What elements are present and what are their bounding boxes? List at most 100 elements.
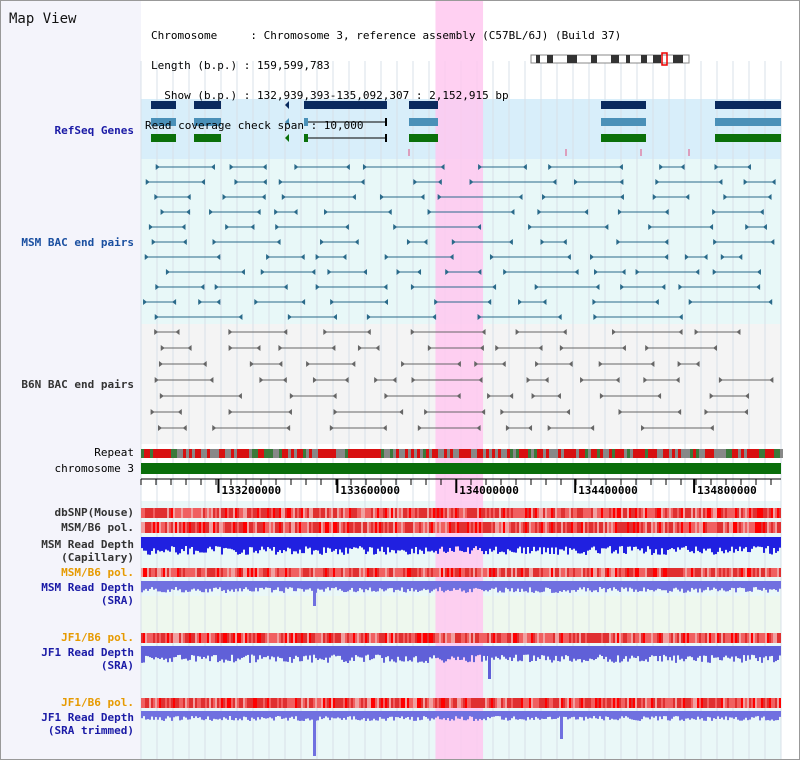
- msm-pol2-cell: [471, 568, 473, 577]
- msm-pol-cell: [695, 522, 697, 533]
- jf1-trim-depth-bar: [709, 711, 711, 718]
- dbsnp-cell: [647, 508, 649, 518]
- jf1-trim-depth-bar: [227, 711, 229, 720]
- jf1-sra-depth-bar: [483, 646, 485, 656]
- msm-bac-pair-end: [209, 209, 214, 215]
- jf1-pol-cell: [217, 633, 219, 643]
- repeat-block: [774, 449, 777, 458]
- jf1-trim-depth-bar: [317, 711, 319, 721]
- jf1-trim-depth-bar: [385, 711, 387, 721]
- jf1-trim-depth-bar: [661, 711, 663, 720]
- jf1-sra-depth-bar: [745, 646, 747, 661]
- msm-pol-cell: [459, 522, 461, 533]
- b6n-bac-pair-end: [538, 345, 543, 351]
- jf1-sra-depth-bar: [413, 646, 415, 658]
- msm-pol2-cell: [709, 568, 711, 577]
- msm-pol-cell: [333, 522, 335, 533]
- repeat-block: [393, 449, 396, 458]
- jf1-pol-cell: [313, 633, 315, 643]
- jf1-trim-depth-bar: [151, 711, 153, 717]
- msm-bac-pair-end: [154, 194, 159, 200]
- jf1-trim-depth-bar: [659, 711, 661, 717]
- jf1-trim-depth-bar: [591, 711, 593, 719]
- msm-pol-cell: [541, 522, 543, 533]
- jf1-pol-cell: [481, 633, 483, 643]
- msm-sra-depth-bar: [403, 581, 405, 592]
- msm-sra-depth-bar: [727, 581, 729, 592]
- jf1-trim-depth-bar: [575, 711, 577, 720]
- dbsnp-cell: [355, 508, 357, 518]
- msm-cap-depth-bar: [527, 537, 529, 548]
- msm-sra-depth-bar: [203, 581, 205, 593]
- msm-pol-cell: [453, 522, 455, 533]
- jf1-trim-depth-bar: [617, 711, 619, 721]
- jf1-pol-cell: [271, 633, 273, 643]
- dbsnp-cell: [661, 508, 663, 518]
- track-label-msm-bac[interactable]: MSM BAC end pairs: [21, 236, 134, 249]
- msm-cap-depth-bar: [363, 537, 365, 550]
- repeat-block: [666, 449, 669, 458]
- msm-pol2-cell: [673, 568, 675, 577]
- msm-pol2-cell: [685, 568, 687, 577]
- dbsnp-cell: [369, 508, 371, 518]
- dbsnp-cell: [431, 508, 433, 518]
- msm-pol2-cell: [621, 568, 623, 577]
- jf1-pol2-cell: [513, 698, 515, 708]
- msm-cap-depth-bar: [667, 537, 669, 550]
- jf1-sra-depth-bar: [613, 646, 615, 663]
- msm-bac-pair-end: [324, 209, 329, 215]
- repeat-block: [291, 449, 294, 458]
- jf1-sra-depth-bar: [281, 646, 283, 659]
- track-label-jf1-depth-sra: JF1 Read Depth (SRA): [41, 646, 134, 672]
- msm-sra-depth-bar: [155, 581, 157, 589]
- msm-bac-pair-end: [384, 254, 389, 260]
- b6n-bac-pair-end: [357, 345, 362, 351]
- repeat-block: [372, 449, 375, 458]
- msm-cap-depth-bar: [619, 537, 621, 547]
- dbsnp-cell: [671, 508, 673, 518]
- jf1-trim-depth-bar: [569, 711, 571, 719]
- msm-bac-pair-end: [714, 164, 719, 170]
- b6n-bac-pair-end: [709, 393, 714, 399]
- jf1-pol-cell: [233, 633, 235, 643]
- msm-bac-pair-end: [300, 254, 305, 260]
- dbsnp-cell: [279, 508, 281, 518]
- track-label-b6n-bac[interactable]: B6N BAC end pairs: [21, 378, 134, 391]
- msm-sra-depth-bar: [287, 581, 289, 589]
- repeat-block: [633, 449, 636, 458]
- jf1-sra-depth-bar: [433, 646, 435, 656]
- b6n-bac-pair-end: [154, 377, 159, 383]
- jf1-pol-cell: [223, 633, 225, 643]
- jf1-pol-cell: [657, 633, 659, 643]
- msm-cap-depth-bar: [163, 537, 165, 553]
- dbsnp-cell: [611, 508, 613, 518]
- msm-pol2-cell: [163, 568, 165, 577]
- dbsnp-cell: [297, 508, 299, 518]
- msm-sra-depth-bar: [671, 581, 673, 592]
- jf1-pol2-cell: [573, 698, 575, 708]
- msm-sra-depth-bar: [333, 581, 335, 589]
- msm-sra-depth-bar: [619, 581, 621, 592]
- msm-pol2-cell: [323, 568, 325, 577]
- repeat-block: [522, 449, 525, 458]
- dbsnp-cell: [409, 508, 411, 518]
- msm-pol2-cell: [523, 568, 525, 577]
- jf1-pol2-cell: [607, 698, 609, 708]
- msm-cap-depth-bar: [303, 537, 305, 554]
- jf1-pol2-cell: [719, 698, 721, 708]
- msm-pol-cell: [745, 522, 747, 533]
- msm-sra-depth-bar: [169, 581, 171, 592]
- jf1-trim-depth-bar: [389, 711, 391, 717]
- msm-pol2-cell: [533, 568, 535, 577]
- jf1-sra-depth-bar: [721, 646, 723, 661]
- repeat-block: [177, 449, 180, 458]
- jf1-sra-depth-bar: [189, 646, 191, 660]
- jf1-sra-depth-bar: [417, 646, 419, 663]
- jf1-pol-cell: [239, 633, 241, 643]
- track-label-refseq[interactable]: RefSeq Genes: [54, 124, 134, 137]
- jf1-pol-cell: [603, 633, 605, 643]
- b6n-bac-pair-end: [228, 329, 233, 335]
- jf1-trim-depth-bar: [447, 711, 449, 719]
- jf1-trim-depth-bar: [493, 711, 495, 717]
